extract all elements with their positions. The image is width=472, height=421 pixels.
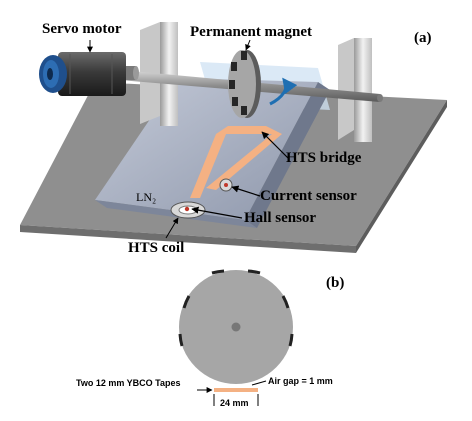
- panel-a-tag: (a): [414, 30, 432, 46]
- servo-motor: [39, 52, 139, 96]
- current-sensor: [219, 178, 233, 192]
- hts-coil-label: HTS coil: [128, 240, 185, 256]
- air-gap-leader: [251, 380, 267, 386]
- hts-coil-leader: [165, 217, 179, 239]
- width-dimension: [213, 394, 259, 406]
- right-pillar: [338, 38, 372, 142]
- rotor-cross-section: [178, 269, 294, 392]
- hts-bridge-leader: [261, 131, 289, 159]
- servo-motor-label: Servo motor: [42, 21, 122, 37]
- permanent-magnet-leader: [245, 39, 251, 51]
- panel-b-tag: (b): [326, 275, 345, 291]
- hall-sensor-label: Hall sensor: [244, 210, 317, 226]
- air-gap-label: Air gap = 1 mm: [268, 376, 333, 386]
- hall-sensor-leader: [191, 206, 243, 219]
- magnet-rotor: [228, 50, 261, 118]
- tapes-label: Two 12 mm YBCO Tapes: [76, 378, 181, 388]
- permanent-magnet-label: Permanent magnet: [190, 24, 313, 40]
- hts-bridge-label: HTS bridge: [286, 150, 362, 166]
- current-sensor-leader: [231, 185, 261, 197]
- ln2-label: LN₂: [136, 190, 157, 204]
- current-sensor-label: Current sensor: [260, 188, 357, 204]
- rotation-arrow: [269, 77, 298, 106]
- width-label: 24 mm: [220, 398, 249, 408]
